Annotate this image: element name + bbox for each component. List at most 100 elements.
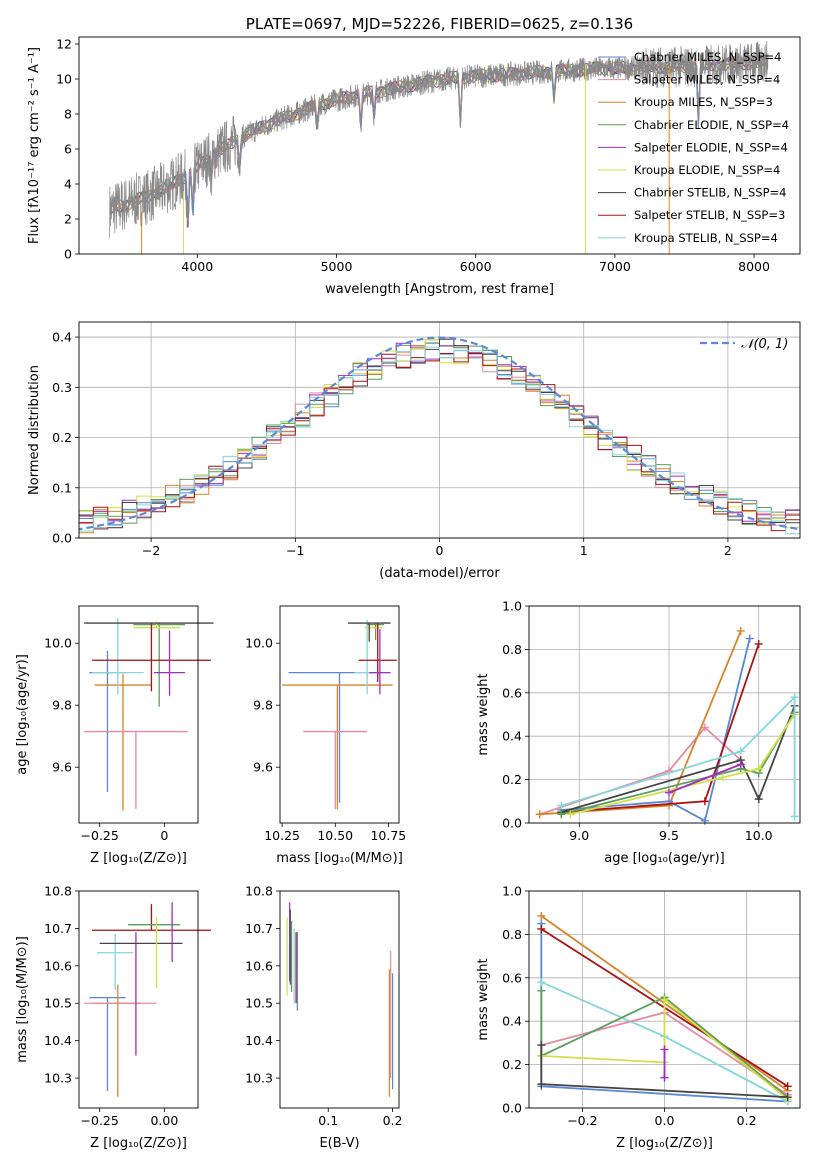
axes-frame [78, 36, 801, 255]
y-tick-label: 4 [64, 177, 72, 192]
weight-marker [754, 764, 763, 773]
x-tick-label: 0.2 [737, 1113, 757, 1128]
x-axis-label: mass [log₁₀(M/M⊙)] [276, 851, 403, 866]
weight-line [561, 694, 796, 817]
y-tick-label: 10.3 [245, 1071, 273, 1086]
axes-frame [78, 605, 199, 824]
y-tick-label: 10.6 [44, 958, 72, 973]
weight-marker [783, 1093, 792, 1102]
x-tick-label: −0.25 [81, 1113, 119, 1128]
legend-label: Chabrier MILES, N_SSP=4 [634, 50, 781, 64]
y-tick-label: 10.4 [44, 1033, 72, 1048]
weight-marker [783, 1082, 792, 1091]
x-tick-label: 0.1 [318, 1113, 338, 1128]
y-tick-label: 12 [56, 37, 72, 52]
weight-marker [537, 986, 546, 995]
legend-label: Salpeter STELIB, N_SSP=3 [634, 208, 785, 222]
axes-frame [78, 890, 199, 1109]
x-tick-label: −0.2 [567, 1113, 597, 1128]
weight-marker [700, 723, 709, 732]
weight-vs-metallicity-panel: −0.2 0.0 0.2 0.0 0.2 0.4 0.6 0.8 1.0 Z [log₁₀(Z/Z… [476, 884, 801, 1151]
weight-vs-age-panel: 9.0 9.5 10.0 0.0 0.2 0.4 0.6 0.8 1.0 age [log₁₀(a… [476, 599, 801, 866]
weight-marker [754, 639, 763, 648]
x-axis-label: Z [log₁₀(Z/Z⊙)] [616, 1136, 713, 1151]
axes-frame [528, 605, 801, 824]
x-tick-label: 4000 [181, 259, 213, 274]
weight-marker [736, 626, 745, 635]
x-axis-label: (data-model)/error [379, 566, 500, 581]
x-tick-label: 0 [160, 828, 168, 843]
y-tick-label: 10.5 [44, 996, 72, 1011]
legend-label: Kroupa ELODIE, N_SSP=4 [634, 163, 780, 177]
y-tick-label: 0 [64, 247, 72, 262]
y-tick-label: 0.8 [502, 642, 522, 657]
weight-marker [660, 1073, 669, 1082]
y-tick-label: 10.4 [245, 1033, 273, 1048]
weight-marker [557, 810, 566, 819]
spectrum-traces [109, 41, 769, 254]
y-tick-label: 10.3 [44, 1071, 72, 1086]
weight-marker [660, 995, 669, 1004]
spectrum-panel: Chabrier MILES, N_SSP=4 Salpeter MILES, N… [27, 15, 801, 297]
x-tick-label: 1 [580, 543, 588, 558]
weight-line [668, 763, 742, 794]
x-axis-label: age [log₁₀(age/yr)] [604, 851, 725, 866]
x-axis-label: Z [log₁₀(Z/Z⊙)] [90, 1136, 187, 1151]
y-tick-label: 0.2 [502, 1057, 522, 1072]
y-axis-label: mass weight [476, 673, 491, 755]
weight-marker [566, 810, 575, 819]
y-tick-label: 1.0 [502, 599, 522, 614]
x-tick-label: 0.00 [150, 1113, 178, 1128]
x-tick-label: −1 [286, 543, 304, 558]
y-tick-label: 10.0 [245, 636, 273, 651]
x-axis-label: wavelength [Angstrom, rest frame] [325, 282, 554, 297]
y-tick-label: 10.0 [44, 636, 72, 651]
y-tick-label: 10.8 [44, 884, 72, 899]
weight-line [570, 714, 796, 816]
x-tick-label: 7000 [599, 259, 631, 274]
legend-label: Kroupa STELIB, N_SSP=4 [634, 231, 778, 245]
x-tick-label: 8000 [738, 259, 770, 274]
chart-title: PLATE=0697, MJD=52226, FIBERID=0625, z=0… [246, 15, 633, 33]
x-tick-label: 10.50 [317, 828, 353, 843]
x-tick-label: 0 [436, 543, 444, 558]
weight-marker [745, 634, 754, 643]
y-axis-label: mass weight [476, 958, 491, 1040]
weight-line [561, 638, 751, 823]
x-axis-label: E(B-V) [319, 1136, 359, 1151]
y-tick-label: 10.6 [245, 958, 273, 973]
weight-line [540, 990, 789, 1098]
y-tick-label: 9.6 [253, 760, 273, 775]
weight-marker [537, 924, 546, 933]
weight-line [561, 705, 796, 813]
weight-line [541, 997, 789, 1100]
y-tick-label: 9.6 [52, 760, 72, 775]
y-tick-label: 0.0 [52, 531, 72, 546]
weight-marker [718, 773, 727, 782]
weight-marker [535, 810, 544, 819]
y-tick-label: 10.8 [245, 884, 273, 899]
weight-marker [754, 795, 763, 804]
y-tick-label: 0.0 [502, 816, 522, 831]
y-tick-label: 10.7 [44, 921, 72, 936]
weight-marker [700, 816, 709, 825]
histogram-step-line [79, 346, 800, 535]
x-tick-label: −2 [142, 543, 160, 558]
y-tick-label: 0.4 [502, 1014, 522, 1029]
residuals-panel: 𝒩(0, 1) −2 −1 0 1 2 0.0 0.1 0.2 0.3 0.4 (data-model… [27, 321, 801, 581]
age-vs-mass-panel: 10.25 10.50 10.75 9.6 9.8 10.0 mass [log₁₀(M/M… [245, 605, 406, 866]
x-tick-label: 9.0 [569, 828, 589, 843]
y-tick-label: 10.5 [245, 996, 273, 1011]
x-tick-label: 10.0 [745, 828, 773, 843]
legend-label: Chabrier ELODIE, N_SSP=4 [634, 118, 789, 132]
y-tick-label: 9.8 [253, 698, 273, 713]
y-tick-label: 1.0 [502, 884, 522, 899]
y-tick-label: 0.4 [502, 729, 522, 744]
y-tick-label: 8 [64, 107, 72, 122]
weight-marker [537, 978, 546, 987]
axes-frame [279, 890, 400, 1109]
x-tick-label: 9.5 [659, 828, 679, 843]
y-tick-label: 9.8 [52, 698, 72, 713]
x-axis-label: Z [log₁₀(Z/Z⊙)] [90, 851, 187, 866]
weight-marker [736, 760, 745, 769]
